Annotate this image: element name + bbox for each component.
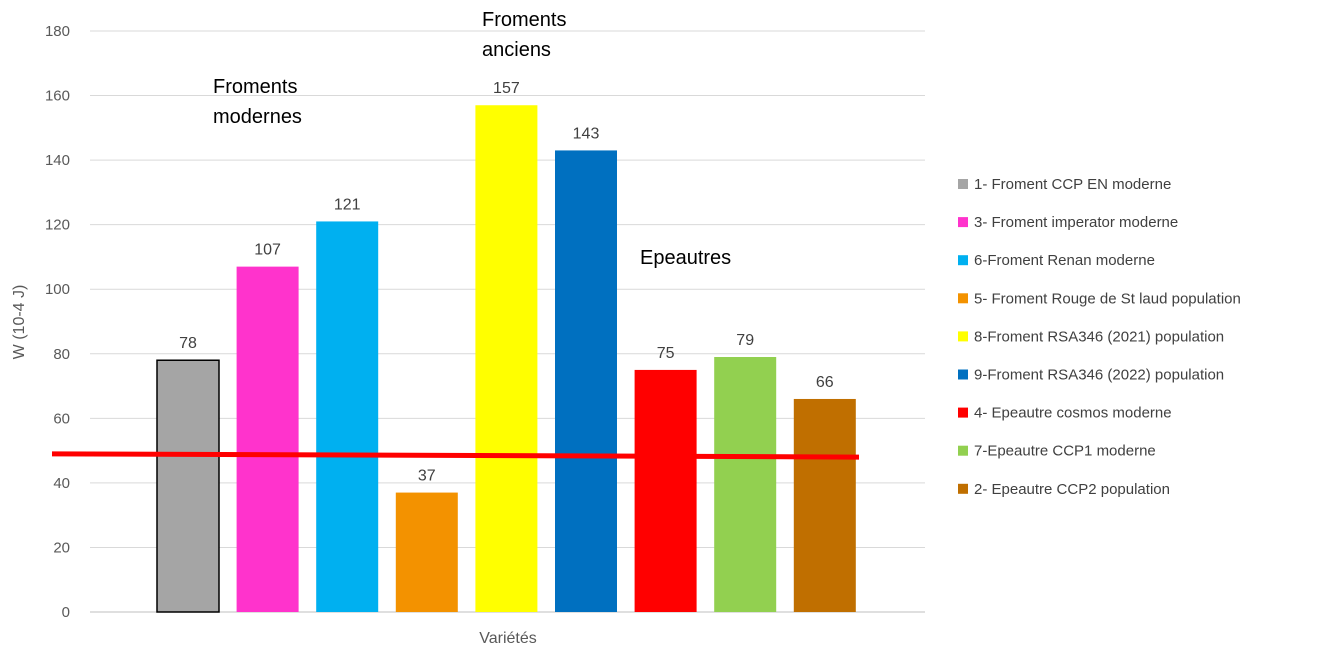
legend-swatch xyxy=(958,217,968,228)
bars xyxy=(156,105,856,613)
bar xyxy=(555,150,617,612)
y-tick-label: 180 xyxy=(45,23,70,40)
legend-swatch xyxy=(958,293,968,304)
legend-label: 1- Froment CCP EN moderne xyxy=(974,176,1171,193)
legend-swatch xyxy=(958,255,968,266)
legend-swatch xyxy=(958,331,968,342)
y-tick-label: 0 xyxy=(62,604,70,621)
reference-line xyxy=(51,451,860,460)
data-label: 143 xyxy=(573,125,600,142)
legend-label: 2- Epeautre CCP2 population xyxy=(974,481,1170,498)
legend-label: 8-Froment RSA346 (2021) population xyxy=(974,328,1224,345)
group-annotation: Froments xyxy=(482,9,566,31)
legend-swatch xyxy=(958,483,968,494)
data-label: 157 xyxy=(493,80,520,97)
data-labels: 78 107 121 37 157 143 75 79 66 xyxy=(179,80,834,484)
data-label: 79 xyxy=(736,332,754,349)
data-label: 107 xyxy=(254,242,281,259)
data-label: 75 xyxy=(657,345,675,362)
y-tick-label: 100 xyxy=(45,281,70,298)
y-tick-label: 40 xyxy=(53,475,70,492)
legend-label: 9-Froment RSA346 (2022) population xyxy=(974,367,1224,384)
legend: 1- Froment CCP EN moderne 3- Froment impe… xyxy=(958,176,1241,498)
bar xyxy=(634,369,697,612)
data-label: 78 xyxy=(179,335,197,352)
bar xyxy=(156,359,220,613)
legend-label: 4- Epeautre cosmos moderne xyxy=(974,405,1172,422)
legend-swatch xyxy=(958,179,968,189)
reference-line-group xyxy=(51,451,860,460)
group-annotation: Epeautres xyxy=(640,247,731,269)
legend-label: 6-Froment Renan moderne xyxy=(974,252,1155,269)
bar xyxy=(793,398,856,612)
legend-swatch xyxy=(958,445,968,456)
y-tick-label: 60 xyxy=(53,410,70,427)
legend-label: 7-Epeautre CCP1 moderne xyxy=(974,443,1156,460)
group-annotation: modernes xyxy=(213,106,302,128)
legend-swatch xyxy=(958,407,968,418)
bar xyxy=(316,221,379,612)
y-axis-title: W (10-4 J) xyxy=(11,285,28,360)
data-label: 121 xyxy=(334,196,361,213)
y-tick-label: 20 xyxy=(53,539,70,556)
group-annotation: Froments xyxy=(213,76,297,98)
x-axis-title: Variétés xyxy=(479,630,537,647)
group-annotation: anciens xyxy=(482,39,551,61)
bar xyxy=(236,266,299,612)
legend-swatch xyxy=(958,369,968,380)
y-tick-label: 140 xyxy=(45,152,70,169)
bar xyxy=(475,105,538,612)
y-tick-label: 80 xyxy=(53,346,70,363)
legend-label: 3- Froment imperator moderne xyxy=(974,214,1178,231)
legend-label: 5- Froment Rouge de St laud population xyxy=(974,290,1241,307)
y-axis-ticks: 0 20 40 60 80 100 120 140 160 180 xyxy=(45,23,70,621)
bar xyxy=(714,357,777,612)
annotations: Froments modernes Froments anciens Epeautres xyxy=(213,9,731,269)
y-tick-label: 160 xyxy=(45,88,70,105)
data-label: 37 xyxy=(418,468,436,485)
bar xyxy=(395,492,458,612)
y-tick-label: 120 xyxy=(45,217,70,234)
data-label: 66 xyxy=(816,374,834,391)
